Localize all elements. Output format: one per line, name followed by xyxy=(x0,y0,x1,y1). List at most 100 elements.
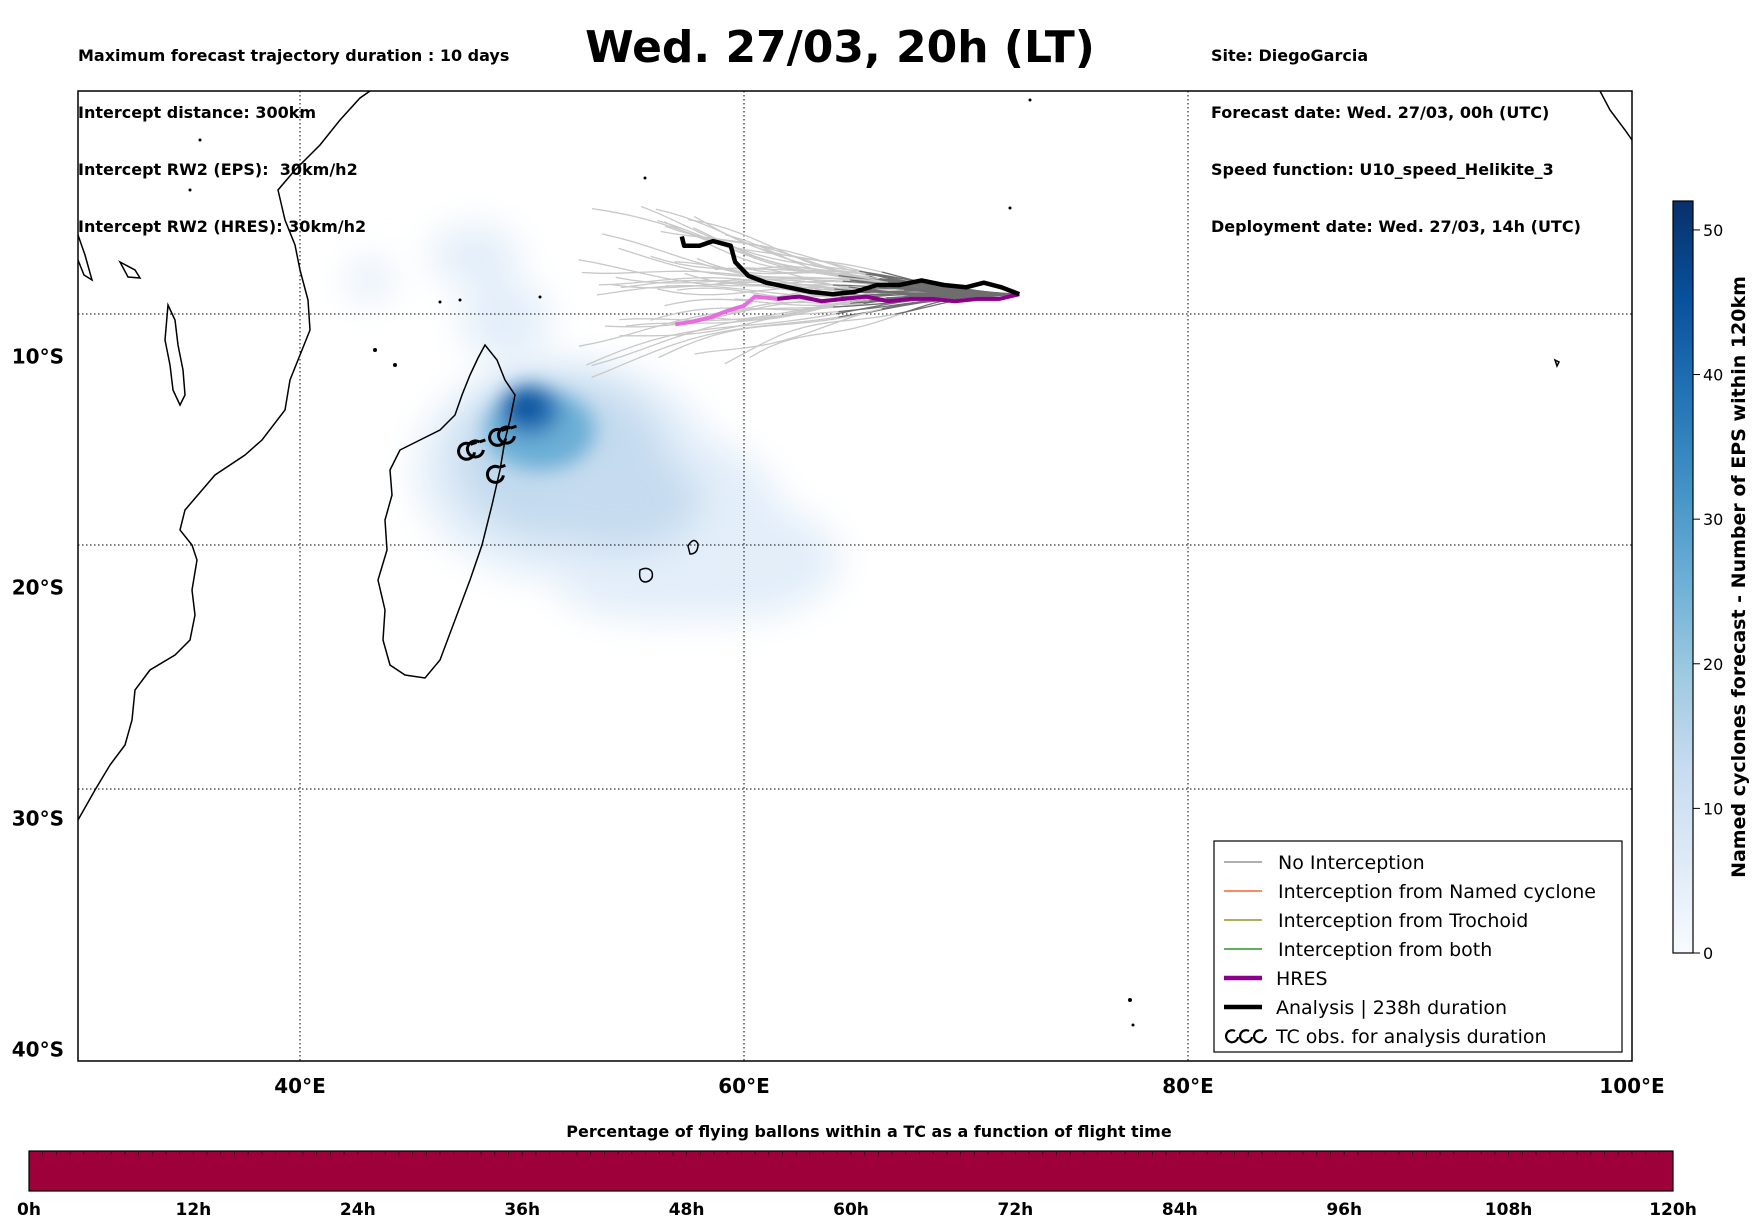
eps-trajectory xyxy=(708,262,889,284)
timeline-tick-label: 12h xyxy=(176,1200,212,1220)
timeline-tick-label: 120h xyxy=(1649,1200,1697,1220)
legend: No Interception Interception from Named c… xyxy=(1213,840,1623,1053)
tc-obs-symbol xyxy=(485,463,506,484)
timeline-tick-label: 108h xyxy=(1485,1200,1533,1220)
eps-trajectory xyxy=(615,276,849,288)
australia-coastline xyxy=(1599,91,1632,141)
legend-item: Interception from Trochoid xyxy=(1224,910,1528,932)
header-line: Deployment date: Wed. 27/03, 14h (UTC) xyxy=(1211,217,1581,236)
timeline-tick-label: 0h xyxy=(17,1200,41,1220)
colorbar: 0 10 20 30 40 50 Named cyclones forecast - Nu… xyxy=(1672,200,1750,963)
longitude-axis: 40°E 60°E 80°E 100°E xyxy=(274,1074,1664,1098)
timeline-tick-label: 60h xyxy=(833,1200,869,1220)
legend-item: HRES xyxy=(1224,968,1328,990)
timeline-tick-label: 96h xyxy=(1326,1200,1362,1220)
tc-observations xyxy=(457,424,517,484)
lat-tick-label: 30°S xyxy=(12,807,64,831)
reunion-coastline xyxy=(638,567,654,583)
eps-trajectory xyxy=(749,311,906,359)
colorbar-tick-label: 50 xyxy=(1703,221,1723,240)
madagascar-coastline xyxy=(377,343,516,679)
header-left-info: Maximum forecast trajectory duration : 1… xyxy=(78,8,509,255)
page-title: Wed. 27/03, 20h (LT) xyxy=(585,22,1095,73)
colorbar-tick-label: 40 xyxy=(1703,366,1723,385)
lon-tick-label: 60°E xyxy=(718,1074,770,1098)
cyclone-density-field xyxy=(348,225,840,620)
eps-trajectory xyxy=(658,312,867,359)
lake-coastline xyxy=(78,234,94,282)
eps-trajectory xyxy=(688,218,880,280)
legend-label: No Interception xyxy=(1278,852,1425,874)
colorbar-tick-label: 20 xyxy=(1703,655,1723,674)
header-line: Speed function: U10_speed_Helikite_3 xyxy=(1211,160,1554,179)
legend-item: No Interception xyxy=(1224,852,1425,874)
eps-trajectory xyxy=(618,247,850,281)
lon-tick-label: 40°E xyxy=(274,1074,326,1098)
eps-trajectory xyxy=(704,297,887,321)
map-frame xyxy=(77,90,1633,1062)
legend-label: Interception from Trochoid xyxy=(1278,910,1528,932)
hres-trajectory-segment xyxy=(777,292,1020,304)
eps-trajectory xyxy=(591,316,839,379)
eps-trajectory xyxy=(694,308,883,355)
timeline-tick-label: 72h xyxy=(998,1200,1034,1220)
header-line: Site: DiegoGarcia xyxy=(1211,46,1369,65)
legend-item: Analysis | 238h duration xyxy=(1224,997,1507,1019)
legend-label: Interception from Named cyclone xyxy=(1278,881,1596,903)
eps-trajectory xyxy=(625,301,853,327)
eps-trajectory xyxy=(601,233,843,282)
eps-trajectory xyxy=(663,221,870,274)
eps-trajectory xyxy=(664,225,870,277)
timeline-fill xyxy=(29,1151,1673,1191)
lon-tick-label: 80°E xyxy=(1162,1074,1214,1098)
eps-trajectory xyxy=(619,302,851,337)
latitude-axis: 10°S 20°S 30°S 40°S xyxy=(12,345,64,1062)
colorbar-tick-label: 30 xyxy=(1703,510,1723,529)
colorbar-tick-label: 0 xyxy=(1703,944,1713,963)
legend-item: Interception from both xyxy=(1224,939,1492,961)
header-line: Maximum forecast trajectory duration : 1… xyxy=(78,46,510,65)
timeline-tick-label: 84h xyxy=(1162,1200,1198,1220)
header-line: Intercept RW2 (EPS): 30km/h2 xyxy=(78,160,358,179)
eps-trajectory xyxy=(604,298,845,328)
island-coastline xyxy=(1553,358,1561,368)
lat-tick-label: 10°S xyxy=(12,345,64,369)
colorbar-tick-label: 10 xyxy=(1703,799,1723,818)
legend-label: HRES xyxy=(1276,968,1328,990)
small-islands xyxy=(188,98,1135,1027)
legend-item: Interception from Named cyclone xyxy=(1224,881,1596,903)
coastlines xyxy=(78,91,1632,821)
eps-trajectory xyxy=(724,313,895,365)
timeline-tick-label: 36h xyxy=(504,1200,540,1220)
eps-trajectory xyxy=(586,313,837,366)
eps-trajectory xyxy=(657,286,867,296)
colorbar-ramp xyxy=(1672,200,1694,954)
colorbar-label: Named cyclones forecast - Number of EPS … xyxy=(1728,276,1750,878)
eps-trajectory xyxy=(578,259,833,287)
header-line: Intercept RW2 (HRES): 30km/h2 xyxy=(78,217,367,236)
legend-label: Analysis | 238h duration xyxy=(1276,997,1507,1019)
lat-tick-label: 40°S xyxy=(12,1037,64,1061)
eps-trajectory xyxy=(724,234,895,283)
tc-obs-symbol xyxy=(497,424,517,445)
lon-tick-label: 100°E xyxy=(1599,1074,1664,1098)
eps-trajectory xyxy=(641,205,860,272)
timeline-tick-label: 48h xyxy=(669,1200,705,1220)
legend-label: Interception from both xyxy=(1278,939,1492,961)
eps-trajectory xyxy=(578,306,834,347)
legend-label: TC obs. for analysis duration xyxy=(1275,1026,1547,1048)
lake-coastline xyxy=(164,302,186,407)
mauritius-coastline xyxy=(687,539,699,555)
timeline-tick-label: 24h xyxy=(340,1200,376,1220)
eps-trajectories xyxy=(578,205,1020,379)
lat-tick-label: 20°S xyxy=(12,576,64,600)
analysis-trajectory xyxy=(679,235,1021,297)
lake-coastline xyxy=(118,260,142,279)
legend-item: TC obs. for analysis duration xyxy=(1224,1026,1547,1048)
africa-coastline xyxy=(78,91,371,821)
legend-box xyxy=(1213,840,1623,1053)
flight-time-timeline: Percentage of flying ballons within a TC… xyxy=(17,1122,1697,1220)
header-line: Intercept distance: 300km xyxy=(78,103,317,122)
tc-obs-symbol xyxy=(465,438,486,459)
